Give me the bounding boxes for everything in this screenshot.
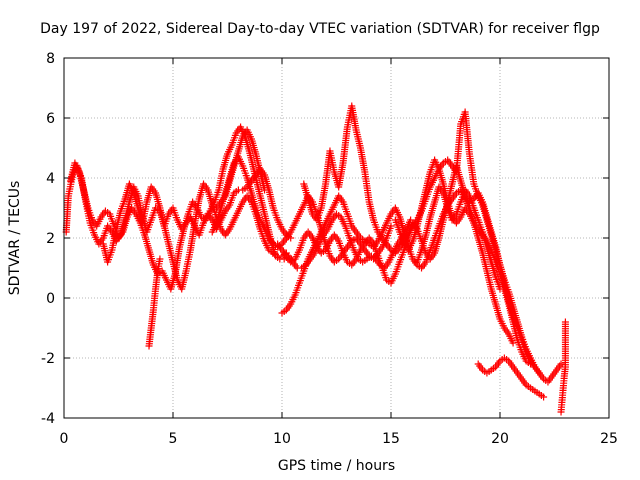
y-tick-label: 4 [46,171,55,187]
x-tick-label: 0 [60,431,69,447]
y-tick-label: -4 [41,411,55,427]
data-point [496,285,504,293]
axis-ticks [63,57,610,419]
data-point [561,318,569,326]
x-tick-label: 15 [382,431,400,447]
data-point [540,393,548,401]
y-tick-label: 0 [46,291,55,307]
y-tick-label: -2 [41,351,55,367]
x-axis-label: GPS time / hours [278,458,395,474]
plot-frame [63,57,610,419]
x-tick-label: 5 [169,431,178,447]
data-point [261,186,269,194]
data-point [535,369,543,377]
data-point [527,360,535,368]
y-tick-label: 2 [46,231,55,247]
axis-tick-labels: 0 5 10 15 20 25 -4 -2 0 2 4 6 8 [41,51,618,447]
data-point [557,360,565,368]
data-markers [62,102,569,416]
chart-title: Day 197 of 2022, Sidereal Day-to-day VTE… [40,21,600,37]
grid [64,58,609,418]
data-point [387,222,395,230]
x-tick-label: 25 [600,431,618,447]
y-tick-label: 8 [46,51,55,67]
y-tick-label: 6 [46,111,55,127]
y-axis-label: SDTVAR / TECUs [7,181,23,296]
x-tick-label: 10 [273,431,291,447]
x-tick-label: 20 [491,431,509,447]
data-point [156,255,164,263]
